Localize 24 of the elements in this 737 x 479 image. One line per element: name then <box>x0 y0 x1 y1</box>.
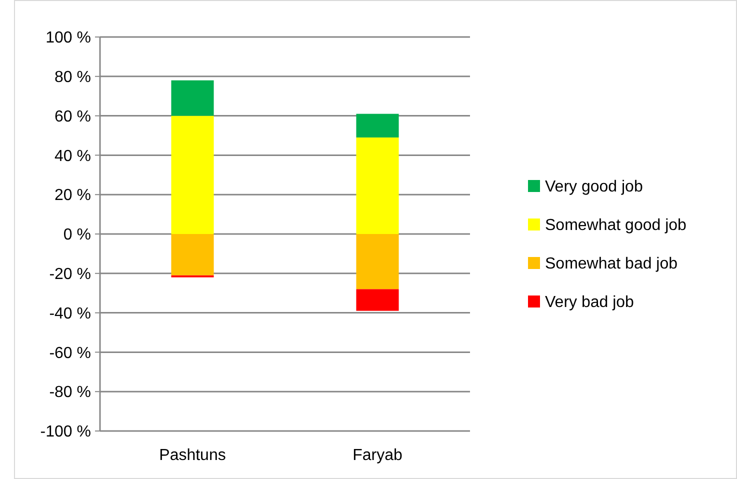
y-tick-label: -60 % <box>49 344 91 362</box>
bar <box>356 289 399 311</box>
bar <box>356 114 399 138</box>
y-tick-label: -100 % <box>40 424 91 441</box>
bar <box>356 234 399 290</box>
legend-label: Very good job <box>545 178 643 196</box>
y-tick-label: -80 % <box>49 384 91 402</box>
bar <box>356 137 399 234</box>
y-tick-label: 0 % <box>63 226 91 244</box>
y-tick-label: 60 % <box>54 108 91 126</box>
legend-label: Somewhat good job <box>545 217 687 234</box>
legend-label: Somewhat bad job <box>545 256 678 273</box>
y-tick-label: -40 % <box>49 305 91 322</box>
x-tick-label: Faryab <box>352 447 402 464</box>
x-tick-label: Pashtuns <box>159 447 226 464</box>
bar <box>171 80 214 116</box>
bar <box>171 234 214 276</box>
y-tick-label: 20 % <box>54 187 91 204</box>
y-tick-label: 80 % <box>54 69 91 86</box>
y-tick-label: -20 % <box>49 266 91 283</box>
bar <box>171 116 214 234</box>
y-tick-label: 40 % <box>54 148 91 165</box>
legend-label: Very bad job <box>545 294 634 312</box>
y-tick-label: 100 % <box>46 30 91 47</box>
